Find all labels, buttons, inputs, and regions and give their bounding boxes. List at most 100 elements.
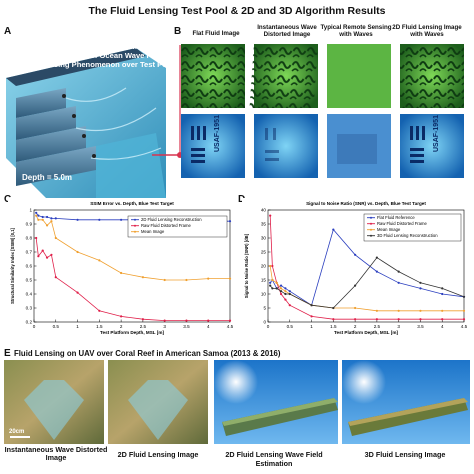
data-point <box>269 214 272 217</box>
caption-2d-image: 2D Fluid Lensing Image <box>117 450 199 459</box>
data-point <box>37 214 40 217</box>
column-remote-sensing: Typical Remote Sensing with Waves <box>320 24 392 38</box>
data-point <box>41 215 44 219</box>
y-tick-label: 10 <box>261 292 267 297</box>
data-point <box>228 319 232 322</box>
y-tick-label: 0.7 <box>26 250 33 255</box>
panel-e-heading: Fluid Lensing on UAV over Coral Reef in … <box>14 349 281 358</box>
data-point <box>279 287 283 290</box>
legend-box <box>363 213 462 242</box>
legend-entry: 3D Fluid Lensing Reconstruction <box>377 233 438 238</box>
panel-a-caption: Full Physics Supercomputer Simulation of… <box>40 42 174 69</box>
column-2d-fluid-lensing: 2D Fluid Lensing Image with Waves <box>392 24 462 38</box>
panel-label-d: D <box>238 194 246 205</box>
y-tick-label: 20 <box>261 264 267 269</box>
caption-distorted: Instantaneous Wave Distorted Image <box>4 445 108 462</box>
data-point <box>332 228 335 231</box>
data-point <box>228 277 232 280</box>
y-tick-label: 35 <box>261 222 267 227</box>
x-tick-label: 1 <box>76 324 79 329</box>
data-point <box>354 253 357 256</box>
x-tick-label: 4.5 <box>227 324 234 329</box>
data-point <box>207 277 210 280</box>
data-point <box>54 217 57 220</box>
data-point <box>50 220 53 223</box>
data-point <box>284 292 287 296</box>
y-axis-label: Structural Similarity Index [SSIM] [0,1] <box>10 227 15 303</box>
x-tick-label: 1.5 <box>330 324 337 329</box>
y-tick-label: 15 <box>261 278 267 283</box>
legend-marker <box>134 230 136 233</box>
legend-marker <box>370 234 372 237</box>
x-tick-label: 2.5 <box>374 324 381 329</box>
ssim-chart: SSIM Error vs. Depth, Blue Test Target 0.… <box>8 198 236 346</box>
data-point <box>332 318 335 321</box>
series-line-2 <box>269 215 464 320</box>
legend-box <box>127 215 228 238</box>
data-point <box>45 215 49 219</box>
data-point <box>284 290 287 293</box>
data-point <box>332 306 335 310</box>
data-point <box>185 278 188 282</box>
x-tick-label: 0 <box>267 324 270 329</box>
data-point <box>419 287 422 290</box>
legend-entry: Raw Fluid Distorted Frame <box>141 223 191 228</box>
data-point <box>37 218 40 221</box>
x-axis-label: Test Platform Depth, MSL [m] <box>334 330 398 335</box>
data-point <box>397 309 400 312</box>
data-point <box>228 220 232 223</box>
data-point <box>288 292 291 296</box>
data-point <box>354 306 357 310</box>
data-point <box>120 315 123 318</box>
data-point <box>271 264 274 268</box>
data-point <box>163 278 166 282</box>
data-point <box>375 270 378 273</box>
data-point <box>419 318 422 321</box>
data-point <box>141 276 144 279</box>
data-point <box>41 218 44 221</box>
x-tick-label: 0.5 <box>287 324 294 329</box>
data-point <box>120 218 123 221</box>
legend-entry: 2D Fluid Lensing Reconstruction <box>141 217 202 222</box>
legend-marker <box>370 228 372 231</box>
data-point <box>120 271 123 275</box>
data-point <box>35 236 38 240</box>
data-point <box>35 211 38 214</box>
data-point <box>163 319 166 322</box>
y-tick-label: 0.3 <box>26 306 33 311</box>
usaf-label-1: USAF-1951 <box>214 115 221 152</box>
data-point <box>54 236 57 240</box>
data-point <box>141 318 144 321</box>
panel-label-a: A <box>4 26 12 37</box>
data-point <box>98 259 101 262</box>
scale-bar-label: 20cm <box>9 429 25 435</box>
data-point <box>354 284 357 287</box>
data-point <box>310 304 313 307</box>
depth-label: Depth = 5.0m <box>22 173 73 182</box>
legend-marker <box>134 224 136 227</box>
data-point <box>76 250 79 254</box>
x-tick-label: 2 <box>120 324 123 329</box>
data-point <box>462 309 466 312</box>
y-tick-label: 0.2 <box>26 320 33 325</box>
snr-chart: Signal to Noise Ratio (SNR) vs. Depth, B… <box>242 198 470 346</box>
test-pool-render <box>6 38 166 198</box>
series-line-2 <box>35 237 230 321</box>
data-point <box>397 281 400 284</box>
data-point <box>279 292 283 296</box>
caption-wave-field: 2D Fluid Lensing Wave Field Estimation <box>225 450 323 468</box>
y-tick-label: 25 <box>261 250 267 255</box>
data-point <box>462 295 466 298</box>
data-point <box>185 319 188 322</box>
data-point <box>207 319 210 322</box>
y-tick-label: 5 <box>263 306 266 311</box>
figure-title: The Fluid Lensing Test Pool & 2D and 3D … <box>88 5 386 17</box>
legend-entry: Mean Image <box>141 229 165 234</box>
data-point <box>375 256 378 259</box>
x-tick-label: 1 <box>310 324 313 329</box>
panel-b-tile-grid <box>181 44 464 178</box>
data-point <box>271 278 274 282</box>
panel-label-c: C <box>4 194 12 205</box>
data-point <box>310 315 313 318</box>
data-point <box>269 284 272 287</box>
